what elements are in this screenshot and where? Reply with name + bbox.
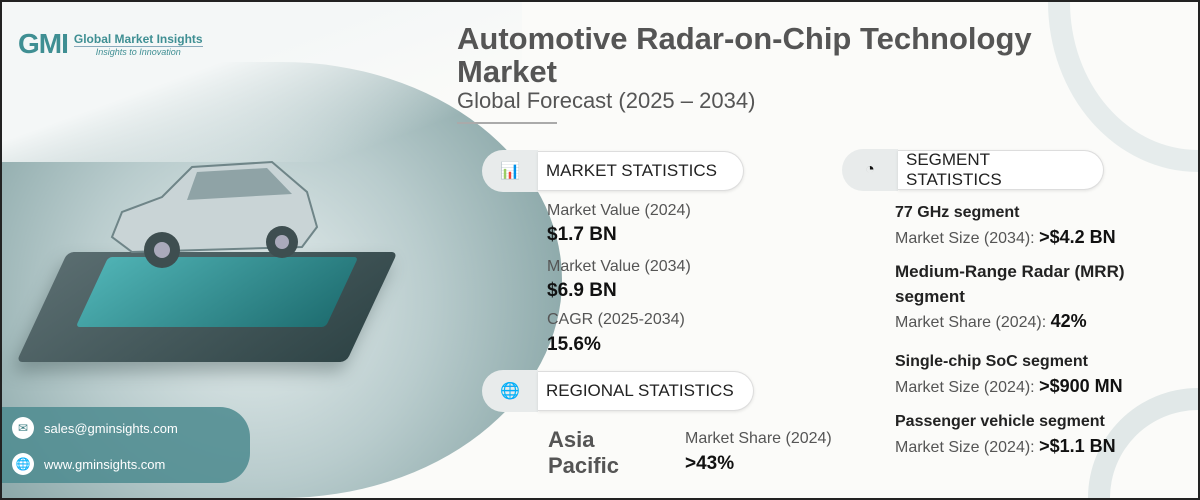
segment-item: 77 GHz segment Market Size (2034): >$4.2… [895,200,1116,251]
segment-item: Passenger vehicle segment Market Size (2… [895,409,1116,460]
segment-name-cont: segment [895,287,965,306]
stat-value: 15.6% [547,334,601,355]
segment-value: 42% [1050,311,1087,331]
globe-icon: 🌐 [12,453,34,475]
stat-label: Market Value (2024) [547,202,691,219]
website-link[interactable]: www.gminsights.com [44,456,166,472]
contact-box: ✉ sales@gminsights.com 🌐 www.gminsights.co… [2,407,250,483]
background-fade [2,2,522,162]
section-heading: SEGMENT STATISTICS [898,150,1104,190]
segment-name: Single-chip SoC segment [895,353,1088,370]
mail-icon: ✉ [12,417,34,439]
title-line-1: Automotive Radar-on-Chip Technology [457,21,1032,56]
segment-value: >$4.2 BN [1039,227,1116,247]
page-subtitle: Global Forecast (2025 – 2034) [457,88,756,113]
segment-item: Medium-Range Radar (MRR) segment Market … [895,259,1125,335]
segment-name: 77 GHz segment [895,204,1020,221]
email-row[interactable]: ✉ sales@gminsights.com [2,413,250,443]
globe-icon: 🌐 [482,370,538,412]
segment-label: Market Size (2034): [895,230,1035,247]
stat-label: Market Value (2034) [547,258,691,275]
email-link[interactable]: sales@gminsights.com [44,420,178,436]
stat-label: CAGR (2025-2034) [547,311,685,328]
section-heading: MARKET STATISTICS [538,151,744,191]
car-illustration [110,160,319,268]
segment-name: Medium-Range Radar (MRR) [895,262,1125,281]
market-statistics-header: 📊 MARKET STATISTICS [482,150,744,192]
website-row[interactable]: 🌐 www.gminsights.com [2,449,250,479]
region-value: >43% [685,453,735,474]
brand-tagline: Insights to Innovation [73,45,203,57]
segment-statistics-header: ◔ SEGMENT STATISTICS [842,149,1104,191]
chart-globe-icon: 📊 [482,150,538,192]
page-title: Automotive Radar-on-Chip Technology Marke… [457,22,1032,88]
region-name: Asia Pacific [548,427,619,479]
divider [457,122,557,124]
segment-label: Market Size (2024): [895,439,1035,456]
section-heading: REGIONAL STATISTICS [538,371,754,411]
segment-value: >$1.1 BN [1039,436,1116,456]
segment-name: Passenger vehicle segment [895,413,1105,430]
brand-name: Global Market Insights [73,31,203,46]
logo-mark: GMI [18,28,69,59]
region-line-2: Pacific [548,453,619,478]
gmi-logo: GMI Global Market Insights Insights to I… [18,28,203,60]
segment-label: Market Share (2024): [895,314,1047,331]
segment-label: Market Size (2024): [895,379,1035,396]
stat-value: $1.7 BN [547,224,617,245]
region-label: Market Share (2024) [685,430,832,447]
segment-item: Single-chip SoC segment Market Size (202… [895,349,1123,400]
pie-chart-icon: ◔ [842,149,898,191]
title-line-2: Market [457,54,557,89]
region-line-1: Asia [548,427,595,452]
regional-statistics-header: 🌐 REGIONAL STATISTICS [482,370,754,412]
decorative-arc [1048,2,1198,172]
stat-value: $6.9 BN [547,280,617,301]
segment-value: >$900 MN [1039,376,1123,396]
